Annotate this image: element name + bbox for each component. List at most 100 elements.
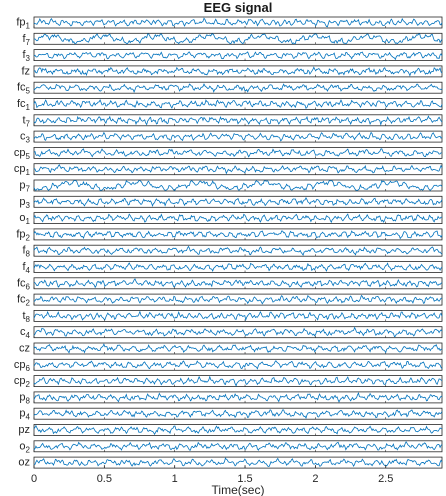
channel-axes-box xyxy=(33,407,443,420)
channel-panel: fc5 xyxy=(17,81,443,96)
eeg-trace xyxy=(33,66,443,77)
channel-label: fc6 xyxy=(17,277,31,291)
eeg-trace xyxy=(33,197,443,208)
eeg-trace xyxy=(33,230,443,240)
channel-label: c4 xyxy=(20,326,31,340)
channel-panel: cp1 xyxy=(14,163,443,177)
channel-panel: t8 xyxy=(22,309,443,324)
eeg-trace xyxy=(33,98,443,110)
eeg-trace xyxy=(33,115,443,126)
channel-axes-box xyxy=(33,342,443,355)
channel-axes-box xyxy=(33,244,443,257)
channel-label: f4 xyxy=(22,261,30,275)
eeg-trace xyxy=(33,310,443,322)
channel-label: cp1 xyxy=(14,163,31,177)
x-tick-label: 0 xyxy=(31,473,37,485)
channel-panel: fc2 xyxy=(17,294,443,308)
channel-panel: f8 xyxy=(22,244,443,259)
x-tick-label: 2.5 xyxy=(378,473,393,485)
channel-label: pz xyxy=(18,424,30,436)
x-tick-label: 0.5 xyxy=(97,473,112,485)
eeg-trace xyxy=(33,409,443,420)
channel-label: cz xyxy=(19,343,30,355)
channel-panel: cz xyxy=(19,342,443,355)
channel-axes-box xyxy=(33,114,443,127)
channel-label: o2 xyxy=(19,440,30,454)
channel-panel: f3 xyxy=(22,49,443,63)
channel-panel: t7 xyxy=(22,114,443,128)
eeg-trace xyxy=(33,441,443,451)
channel-label: oz xyxy=(18,457,30,469)
eeg-trace xyxy=(33,148,443,158)
eeg-trace xyxy=(33,262,443,272)
channel-axes-box xyxy=(33,212,443,225)
channel-label: fc2 xyxy=(17,294,31,308)
eeg-trace xyxy=(33,424,443,436)
channel-label: p4 xyxy=(19,408,30,422)
channel-axes-box xyxy=(33,98,443,110)
channel-axes-box xyxy=(33,163,443,176)
channel-label: o1 xyxy=(19,212,30,226)
eeg-trace xyxy=(33,392,443,403)
channel-panels: fp1 f7 f3 fz fc5 fc1 t7 c3 cp5 cp1 p7 p3 o1 fp2 f8 f4 fc… xyxy=(14,17,443,469)
channel-label: p8 xyxy=(19,391,30,405)
channel-label: p7 xyxy=(19,180,30,194)
channel-label: fc5 xyxy=(17,82,31,96)
eeg-trace xyxy=(33,33,443,45)
channel-panel: fc6 xyxy=(17,277,443,291)
channel-panel: fp2 xyxy=(16,228,443,242)
channel-label: fc1 xyxy=(17,98,31,112)
channel-panel: p3 xyxy=(19,196,443,210)
channel-panel: f7 xyxy=(22,33,443,47)
channel-label: t8 xyxy=(22,310,30,324)
channel-label: cp2 xyxy=(14,375,31,389)
channel-axes-box xyxy=(33,358,443,371)
channel-panel: f4 xyxy=(22,261,443,275)
eeg-trace xyxy=(33,245,443,257)
channel-label: cp6 xyxy=(14,359,31,373)
channel-label: f8 xyxy=(22,245,30,259)
x-tick-label: 1.5 xyxy=(237,473,252,485)
channel-panel: pz xyxy=(18,424,443,436)
channel-label: c3 xyxy=(20,131,31,145)
channel-axes-box xyxy=(33,375,443,388)
channel-axes-box xyxy=(33,130,443,143)
channel-label: fp2 xyxy=(16,228,30,242)
channel-axes-box xyxy=(33,81,443,94)
channel-axes-box xyxy=(33,326,443,339)
channel-panel: c4 xyxy=(20,326,443,340)
channel-panel: o1 xyxy=(19,212,443,226)
channel-panel: fp1 xyxy=(16,17,443,31)
channel-axes-box xyxy=(33,179,443,192)
x-tick-label: 2 xyxy=(312,473,318,485)
channel-axes-box xyxy=(33,424,443,436)
x-axis: 0 0.5 1 1.5 2 2.5 xyxy=(31,465,393,485)
channel-panel: cp6 xyxy=(14,358,443,373)
eeg-trace xyxy=(33,51,443,61)
eeg-trace xyxy=(33,457,443,467)
channel-label: fz xyxy=(21,65,30,77)
channel-panel: c3 xyxy=(20,130,443,145)
channel-label: p3 xyxy=(19,196,30,210)
eeg-trace xyxy=(33,213,443,224)
channel-label: fp1 xyxy=(16,17,30,31)
channel-panel: cp5 xyxy=(14,147,443,161)
eeg-trace xyxy=(33,163,443,175)
eeg-trace xyxy=(33,326,443,338)
channel-axes-box xyxy=(33,309,443,322)
eeg-trace xyxy=(33,294,443,305)
chart-title: EEG signal xyxy=(204,0,273,15)
eeg-trace xyxy=(33,360,443,370)
x-tick-label: 1 xyxy=(172,473,178,485)
eeg-trace xyxy=(33,179,443,191)
channel-panel: p8 xyxy=(19,391,443,405)
channel-label: f3 xyxy=(22,49,30,63)
x-axis-label: Time(sec) xyxy=(212,483,265,496)
channel-label: t7 xyxy=(22,114,30,128)
eeg-trace xyxy=(33,131,443,142)
channel-panel: p4 xyxy=(19,407,443,422)
channel-axes-box xyxy=(33,228,443,241)
channel-panel: oz xyxy=(18,457,443,469)
eeg-trace xyxy=(33,278,443,289)
